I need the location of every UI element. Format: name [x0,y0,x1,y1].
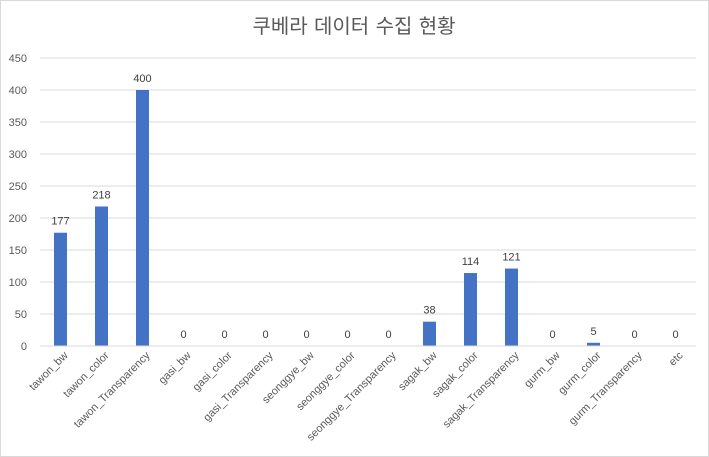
data-label: 0 [385,329,391,341]
bar [464,273,477,346]
data-label: 0 [344,329,350,341]
x-tick-label: gasi_Transparency [201,349,276,424]
bar [54,232,67,346]
gridlines [40,57,696,315]
data-label: 0 [631,329,637,341]
data-label: 218 [92,189,110,201]
data-label: 38 [423,305,435,317]
data-label: 0 [303,329,309,341]
x-tick-label: sagak_bw [396,350,440,394]
bars [54,90,600,346]
chart-title: 쿠베라 데이터 수집 현황 [252,14,455,38]
x-tick-label: tawon_bw [27,350,71,394]
x-tick-label: tawon_Transparency [72,349,153,430]
y-tick-label: 350 [9,117,27,129]
y-tick-label: 250 [9,181,27,193]
data-labels: 177 218 400 0 0 0 0 0 0 38 114 121 0 5 0 0 [51,73,678,341]
y-tick-label: 100 [9,277,27,289]
y-tick-label: 0 [21,341,27,353]
x-tick-label: gasi_bw [157,350,194,387]
data-label: 0 [221,329,227,341]
data-label: 400 [133,73,151,85]
y-tick-label: 50 [15,309,27,321]
bar [505,268,518,346]
data-label: 0 [262,329,268,341]
data-label: 5 [590,326,596,338]
y-tick-label: 150 [9,245,27,257]
data-label: 0 [549,329,555,341]
x-tick-label: sagak_Transparency [441,349,522,430]
data-label: 121 [502,252,520,264]
bar [95,206,108,346]
bar [587,342,600,346]
y-axis-ticks: 0 50 100 150 200 250 300 350 400 450 [9,53,27,353]
x-tick-label: gurm_bw [522,350,563,391]
bar [423,321,436,346]
y-tick-label: 450 [9,53,27,65]
data-label: 0 [672,329,678,341]
x-tick-label: gurm_Transparency [567,349,645,427]
data-label: 114 [462,256,480,268]
y-tick-label: 400 [9,85,27,97]
y-tick-label: 200 [9,213,27,225]
x-tick-label: etc [667,349,686,368]
bar [136,90,149,346]
data-label: 177 [51,216,69,228]
y-tick-label: 300 [9,149,27,161]
x-tick-label: gasi_color [191,349,235,393]
data-label: 0 [180,329,186,341]
